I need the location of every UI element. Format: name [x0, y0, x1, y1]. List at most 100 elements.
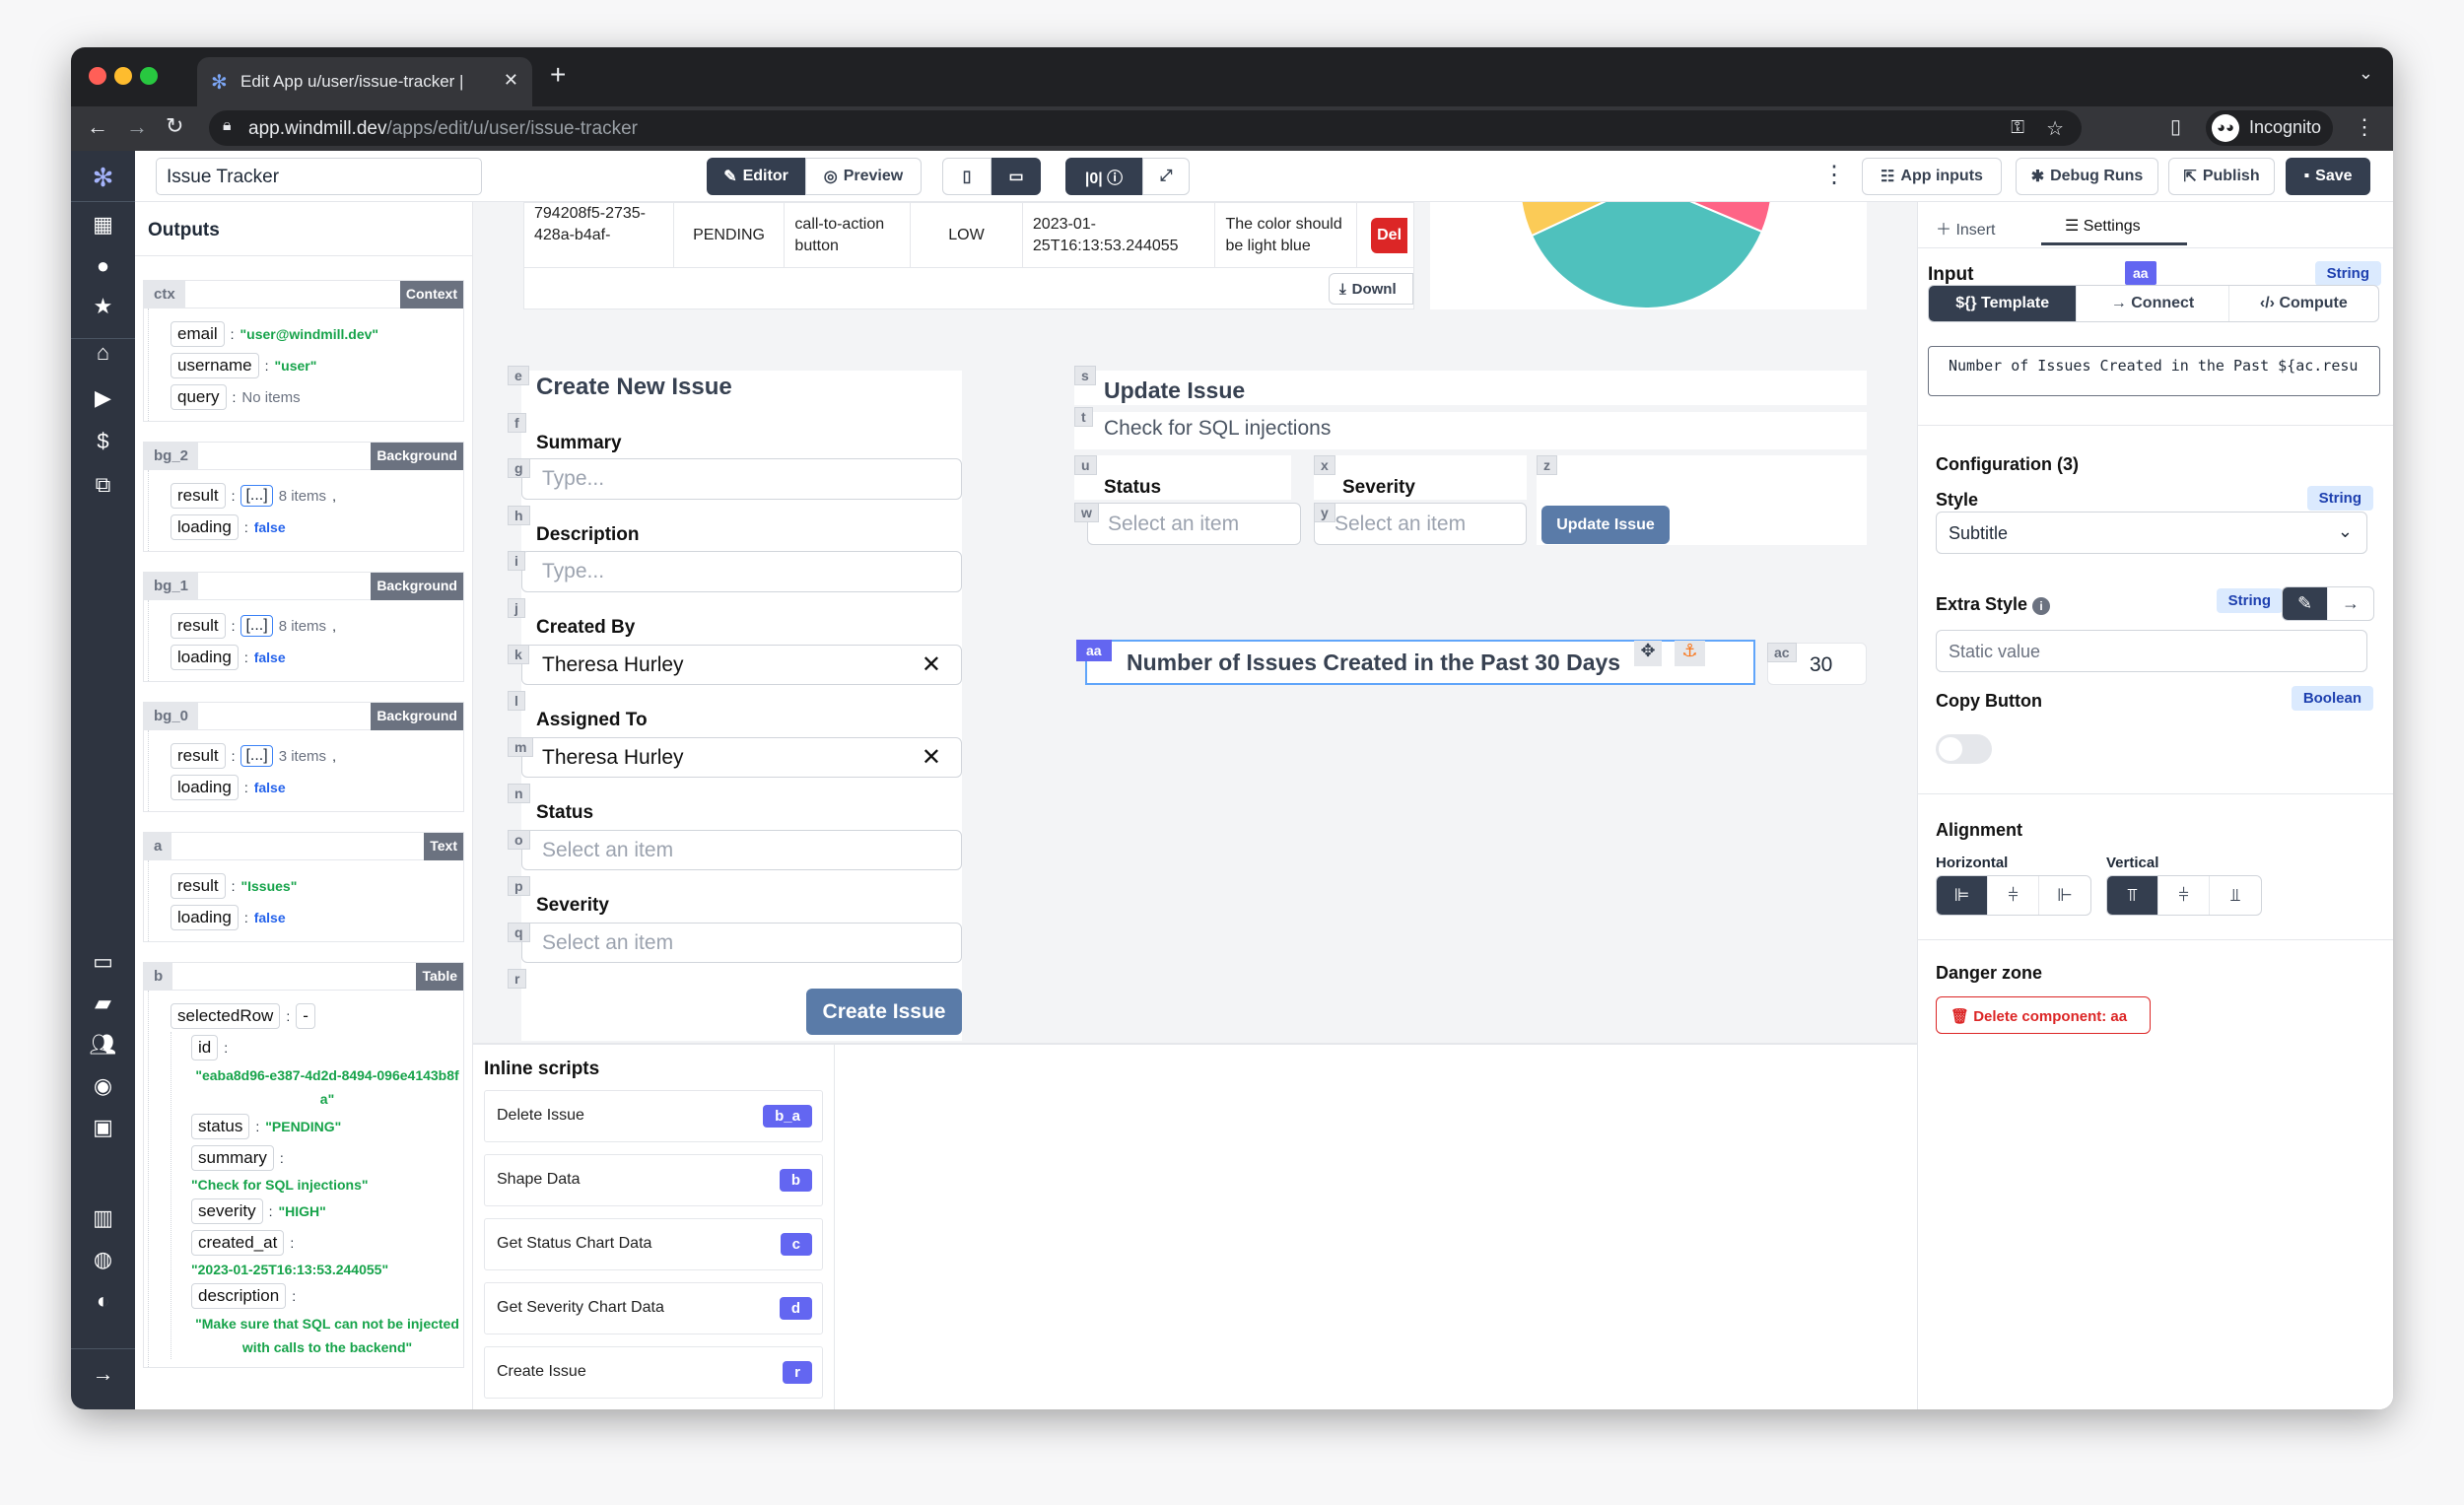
- output-key[interactable]: description: [191, 1283, 287, 1309]
- download-button[interactable]: ⤓ Downl: [1329, 273, 1413, 305]
- severity-select[interactable]: Select an item: [521, 923, 962, 963]
- mobile-view-button[interactable]: ▯: [942, 158, 992, 195]
- github-icon[interactable]: ◐: [96, 1288, 110, 1313]
- output-key[interactable]: summary: [191, 1145, 274, 1171]
- align-right-icon[interactable]: ⊩: [2057, 885, 2073, 905]
- user-icon[interactable]: ●: [96, 253, 110, 278]
- output-key[interactable]: result: [171, 873, 226, 899]
- collapse-button[interactable]: -: [296, 1003, 315, 1029]
- insert-tab[interactable]: ＋ Insert: [1936, 222, 1996, 239]
- resources-cubes-icon[interactable]: ⧉: [95, 472, 111, 497]
- url-input[interactable]: 🔒︎ app.windmill.dev/apps/edit/u/user/iss…: [209, 110, 2082, 146]
- output-key[interactable]: loading: [171, 514, 239, 540]
- inline-script-item[interactable]: Create Issue r: [484, 1346, 823, 1399]
- output-key[interactable]: status: [191, 1114, 250, 1139]
- expand-array-button[interactable]: [...]: [240, 615, 273, 637]
- output-key[interactable]: created_at: [191, 1230, 285, 1256]
- dollar-icon[interactable]: $: [97, 429, 109, 453]
- extra-style-input[interactable]: Static value: [1936, 630, 2367, 672]
- reload-icon[interactable]: ↻: [166, 113, 184, 138]
- table-row[interactable]: 794208f5-2735-428a-b4af- PENDING call-to-a…: [524, 203, 1413, 268]
- description-input[interactable]: Type...: [521, 551, 962, 592]
- fullscreen-button[interactable]: ⤢: [1142, 158, 1190, 195]
- template-editor[interactable]: Number of Issues Created in the Past ${a…: [1928, 346, 2380, 396]
- workspace-icon[interactable]: ▦: [93, 212, 113, 237]
- output-key[interactable]: result: [171, 483, 226, 509]
- output-key[interactable]: loading: [171, 905, 239, 930]
- move-icon[interactable]: ✥: [1634, 641, 1662, 666]
- align-left-icon[interactable]: ⊫: [1937, 876, 1988, 915]
- output-key[interactable]: email: [171, 321, 225, 347]
- browser-tab[interactable]: ✻ Edit App u/user/issue-tracker | ✕: [197, 57, 532, 106]
- created-by-select[interactable]: Theresa Hurley ✕: [521, 645, 962, 685]
- compute-mode-button[interactable]: ‹/› Compute: [2259, 295, 2348, 311]
- output-key[interactable]: loading: [171, 645, 239, 670]
- info-icon[interactable]: i: [2032, 597, 2051, 615]
- new-tab-icon[interactable]: +: [550, 59, 567, 90]
- connect-arrow-icon[interactable]: →: [2342, 593, 2360, 613]
- summary-input[interactable]: Type...: [521, 458, 962, 500]
- clear-icon[interactable]: ✕: [921, 651, 941, 678]
- output-key[interactable]: username: [171, 353, 259, 378]
- delete-row-button[interactable]: Del: [1357, 203, 1413, 267]
- connect-mode-button[interactable]: → Connect: [2077, 286, 2229, 321]
- align-center-icon[interactable]: ⫩: [1988, 876, 2039, 915]
- groups-icon[interactable]: 👥︎: [89, 1032, 117, 1057]
- inline-script-item[interactable]: Get Status Chart Data c: [484, 1218, 823, 1270]
- update-issue-button[interactable]: Update Issue: [1541, 506, 1670, 544]
- delete-component-button[interactable]: 🗑︎ Delete component: aa: [1936, 996, 2151, 1034]
- minimize-window-button[interactable]: [114, 67, 132, 85]
- tab-list-chevron-icon[interactable]: ⌄: [2358, 63, 2373, 83]
- expand-array-button[interactable]: [...]: [240, 485, 273, 507]
- preview-mode-button[interactable]: ◎ Preview: [805, 158, 922, 195]
- update-status-select[interactable]: Select an item: [1087, 503, 1301, 545]
- workers-robot-icon[interactable]: ▣: [93, 1115, 113, 1139]
- home-icon[interactable]: ⌂: [96, 340, 110, 365]
- style-select[interactable]: Subtitle ⌄: [1936, 512, 2367, 554]
- debug-runs-button[interactable]: ✱ Debug Runs: [2016, 158, 2158, 195]
- clear-icon[interactable]: ✕: [921, 744, 941, 771]
- output-key[interactable]: query: [171, 384, 227, 410]
- more-menu-icon[interactable]: ⋮: [1822, 162, 1846, 188]
- save-button[interactable]: ▪ Save: [2286, 158, 2370, 195]
- align-middle-icon[interactable]: ⫩: [2158, 876, 2210, 915]
- inline-script-item[interactable]: Get Severity Chart Data d: [484, 1282, 823, 1334]
- browser-menu-icon[interactable]: ⋮: [2354, 114, 2375, 139]
- docs-book-icon[interactable]: ▥: [93, 1205, 113, 1230]
- assigned-to-select[interactable]: Theresa Hurley ✕: [521, 737, 962, 778]
- windmill-logo-icon[interactable]: ✻: [71, 163, 135, 202]
- output-key[interactable]: loading: [171, 775, 239, 800]
- template-mode-button[interactable]: ${} Template: [1929, 286, 2078, 321]
- output-key[interactable]: id: [191, 1035, 219, 1060]
- runs-play-icon[interactable]: ▶: [95, 385, 111, 410]
- editor-mode-button[interactable]: ✎ Editor: [707, 158, 805, 195]
- component-ids-toggle[interactable]: |0| ⓘ: [1065, 158, 1142, 195]
- inline-script-item[interactable]: Delete Issue b_a: [484, 1090, 823, 1142]
- output-key[interactable]: result: [171, 743, 226, 769]
- copy-button-toggle[interactable]: [1936, 734, 1992, 764]
- app-name-input[interactable]: Issue Tracker: [156, 158, 482, 195]
- output-key[interactable]: selectedRow: [171, 1003, 281, 1029]
- incognito-profile[interactable]: ◕◕ Incognito: [2206, 110, 2334, 146]
- publish-button[interactable]: ⇱ Publish: [2168, 158, 2275, 195]
- app-inputs-button[interactable]: ☷ App inputs: [1862, 158, 2002, 195]
- discord-icon[interactable]: ◍: [93, 1247, 113, 1271]
- create-issue-button[interactable]: Create Issue: [806, 989, 962, 1035]
- folder-icon[interactable]: ▰: [95, 991, 111, 1015]
- star-icon[interactable]: ★: [93, 294, 113, 318]
- static-edit-pencil-icon[interactable]: ✎: [2283, 587, 2328, 620]
- align-bottom-icon[interactable]: ⫫: [2229, 885, 2241, 905]
- close-tab-icon[interactable]: ✕: [503, 70, 518, 90]
- audit-eye-icon[interactable]: ◉: [93, 1073, 113, 1098]
- expand-arrow-icon[interactable]: →: [71, 1348, 135, 1387]
- anchor-icon[interactable]: ⚓︎: [1675, 641, 1705, 666]
- inline-script-item[interactable]: Shape Data b: [484, 1154, 823, 1206]
- status-select[interactable]: Select an item: [521, 830, 962, 870]
- back-icon[interactable]: ←: [87, 114, 108, 139]
- align-top-icon[interactable]: ⫪: [2107, 876, 2158, 915]
- desktop-view-button[interactable]: ▭: [992, 158, 1041, 195]
- output-key[interactable]: severity: [191, 1198, 263, 1224]
- forward-icon[interactable]: →: [126, 114, 148, 139]
- maximize-window-button[interactable]: [140, 67, 158, 85]
- bookmark-star-icon[interactable]: ☆: [2046, 118, 2064, 140]
